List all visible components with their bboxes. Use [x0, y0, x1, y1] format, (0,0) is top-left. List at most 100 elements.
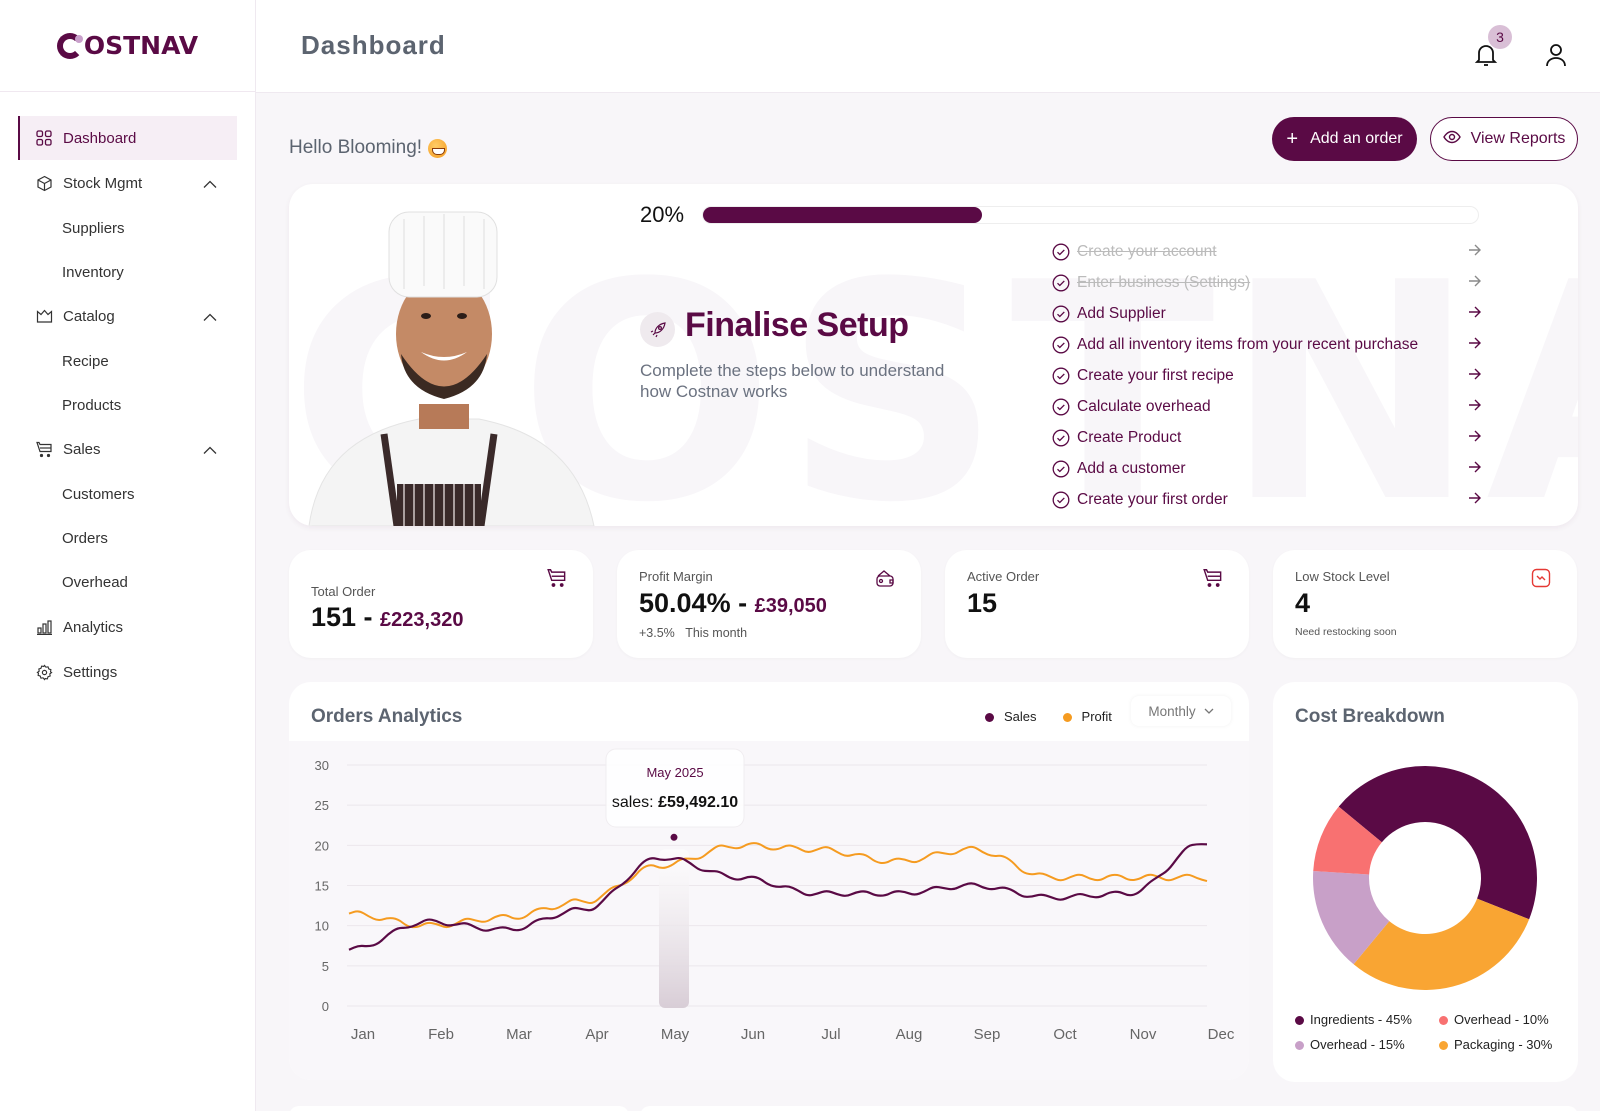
stat-card-low-stock: Low Stock Level 4 Need restocking soon — [1273, 550, 1577, 658]
sidebar-item-inventory[interactable]: Inventory — [62, 263, 124, 281]
setup-step[interactable]: Create Product — [1052, 422, 1482, 453]
page-title: Dashboard — [301, 30, 446, 60]
step-label: Calculate overhead — [1077, 397, 1211, 415]
logo-area: OSTNAV — [0, 0, 255, 92]
svg-text:Oct: Oct — [1053, 1026, 1077, 1043]
arrow-right-icon[interactable] — [1468, 274, 1482, 292]
trend-down-icon — [1531, 568, 1551, 588]
stat-subtext: +3.5% This month — [639, 626, 748, 640]
sidebar-item-analytics[interactable]: Analytics — [18, 605, 237, 649]
sidebar-item-overhead[interactable]: Overhead — [62, 573, 128, 591]
chevron-up-icon[interactable] — [203, 176, 217, 193]
line-chart[interactable]: 0 5 10 15 20 25 30 Jan Feb Mar Apr May Jun Jul Aug Sep O… — [289, 741, 1249, 1080]
setup-step[interactable]: Create your first recipe — [1052, 360, 1482, 391]
rocket-icon — [640, 312, 675, 347]
svg-text:Jan: Jan — [351, 1026, 375, 1043]
chevron-up-icon[interactable] — [203, 309, 217, 326]
chef-illustration — [308, 211, 595, 526]
setup-step[interactable]: Calculate overhead — [1052, 391, 1482, 422]
analytics-title: Orders Analytics — [311, 706, 463, 727]
chevron-up-icon[interactable] — [203, 442, 217, 459]
svg-text:sales: £59,492.10: sales: £59,492.10 — [612, 794, 738, 811]
user-icon[interactable] — [1544, 42, 1568, 68]
sidebar-item-sales[interactable]: Sales — [18, 427, 237, 471]
sidebar-item-label: Sales — [63, 440, 101, 458]
svg-text:Feb: Feb — [428, 1026, 454, 1043]
sidebar-item-stock-mgmt[interactable]: Stock Mgmt — [18, 161, 237, 205]
logo[interactable]: OSTNAV — [56, 31, 198, 60]
chart-legend: Sales Profit — [985, 709, 1112, 724]
sidebar-item-label: Catalog — [63, 307, 115, 325]
stat-card-profit-margin: Profit Margin 50.04% - £39,050 +3.5% Thi… — [617, 550, 921, 658]
check-circle-icon — [1052, 336, 1070, 353]
donut-segment[interactable] — [1313, 870, 1390, 965]
sidebar-item-suppliers[interactable]: Suppliers — [62, 219, 125, 237]
donut-segment[interactable] — [1338, 766, 1537, 920]
svg-text:10: 10 — [315, 919, 329, 934]
view-reports-button[interactable]: View Reports — [1430, 117, 1578, 161]
svg-text:Nov: Nov — [1130, 1026, 1157, 1043]
setup-step[interactable]: Enter business (Settings) — [1052, 267, 1482, 298]
check-circle-icon — [1052, 429, 1070, 446]
svg-text:Jul: Jul — [821, 1026, 840, 1043]
stat-value: 50.04% - £39,050 — [639, 588, 827, 618]
step-label: Create Product — [1077, 428, 1182, 446]
sidebar-item-recipe[interactable]: Recipe — [62, 352, 109, 370]
legend-item-profit[interactable]: Profit — [1062, 709, 1112, 724]
arrow-right-icon[interactable] — [1468, 305, 1482, 323]
stat-card-active-order: Active Order 15 — [945, 550, 1249, 658]
arrow-right-icon[interactable] — [1468, 367, 1482, 385]
step-label: Enter business (Settings) — [1077, 273, 1251, 291]
sidebar-item-catalog[interactable]: Catalog — [18, 294, 237, 338]
cart-icon — [547, 568, 567, 588]
sidebar-item-dashboard[interactable]: Dashboard — [18, 116, 237, 160]
setup-step[interactable]: Add a customer — [1052, 453, 1482, 484]
donut-segment[interactable] — [1353, 898, 1530, 990]
arrow-right-icon[interactable] — [1468, 460, 1482, 478]
svg-text:Jun: Jun — [741, 1026, 765, 1043]
add-order-button[interactable]: + Add an order — [1272, 117, 1417, 161]
svg-text:30: 30 — [315, 758, 329, 773]
sidebar-item-settings[interactable]: Settings — [18, 650, 237, 694]
stat-card-total-order: Total Order 151 - £223,320 — [289, 550, 593, 658]
donut-segment[interactable] — [1313, 806, 1382, 875]
chevron-down-icon — [1204, 708, 1214, 714]
legend-item: Ingredients - 45% — [1295, 1012, 1439, 1027]
bell-icon[interactable] — [1474, 42, 1498, 68]
progress-fill — [703, 207, 982, 223]
setup-step[interactable]: Add Supplier — [1052, 298, 1482, 329]
logo-mark-icon — [56, 32, 83, 59]
sidebar-item-orders[interactable]: Orders — [62, 529, 108, 547]
stat-value: 151 - £223,320 — [311, 602, 464, 632]
period-dropdown[interactable]: Monthly — [1131, 696, 1231, 726]
sidebar-item-label: Analytics — [63, 618, 124, 636]
setup-steps-list: Create your account Enter business (Setti… — [1052, 236, 1482, 515]
step-label: Create your first order — [1077, 490, 1228, 508]
sidebar-item-customers[interactable]: Customers — [62, 485, 135, 503]
arrow-right-icon[interactable] — [1468, 491, 1482, 509]
arrow-right-icon[interactable] — [1468, 243, 1482, 261]
step-label: Add all inventory items from your recent… — [1077, 335, 1419, 353]
greeting: Hello Blooming! — [289, 137, 448, 159]
grid-icon — [35, 129, 53, 147]
arrow-right-icon[interactable] — [1468, 336, 1482, 354]
sidebar-item-products[interactable]: Products — [62, 396, 122, 414]
check-circle-icon — [1052, 491, 1070, 508]
setup-step[interactable]: Create your account — [1052, 236, 1482, 267]
donut-chart[interactable] — [1313, 766, 1537, 990]
setup-step[interactable]: Add all inventory items from your recent… — [1052, 329, 1482, 360]
check-circle-icon — [1052, 243, 1070, 260]
arrow-right-icon[interactable] — [1468, 429, 1482, 447]
eye-icon — [1442, 130, 1461, 149]
cost-legend: Ingredients - 45% Overhead - 10% Overhea… — [1295, 1012, 1583, 1052]
svg-text:20: 20 — [315, 838, 329, 853]
bar-chart-icon — [35, 618, 53, 636]
check-circle-icon — [1052, 274, 1070, 291]
legend-item-sales[interactable]: Sales — [985, 709, 1037, 724]
stat-label: Low Stock Level — [1295, 569, 1390, 584]
setup-step[interactable]: Create your first order — [1052, 484, 1482, 515]
line-chart-svg: 0 5 10 15 20 25 30 Jan Feb Mar Apr May Jun Jul Aug Sep O… — [315, 748, 1235, 1043]
arrow-right-icon[interactable] — [1468, 398, 1482, 416]
check-circle-icon — [1052, 367, 1070, 384]
svg-text:Mar: Mar — [506, 1026, 532, 1043]
